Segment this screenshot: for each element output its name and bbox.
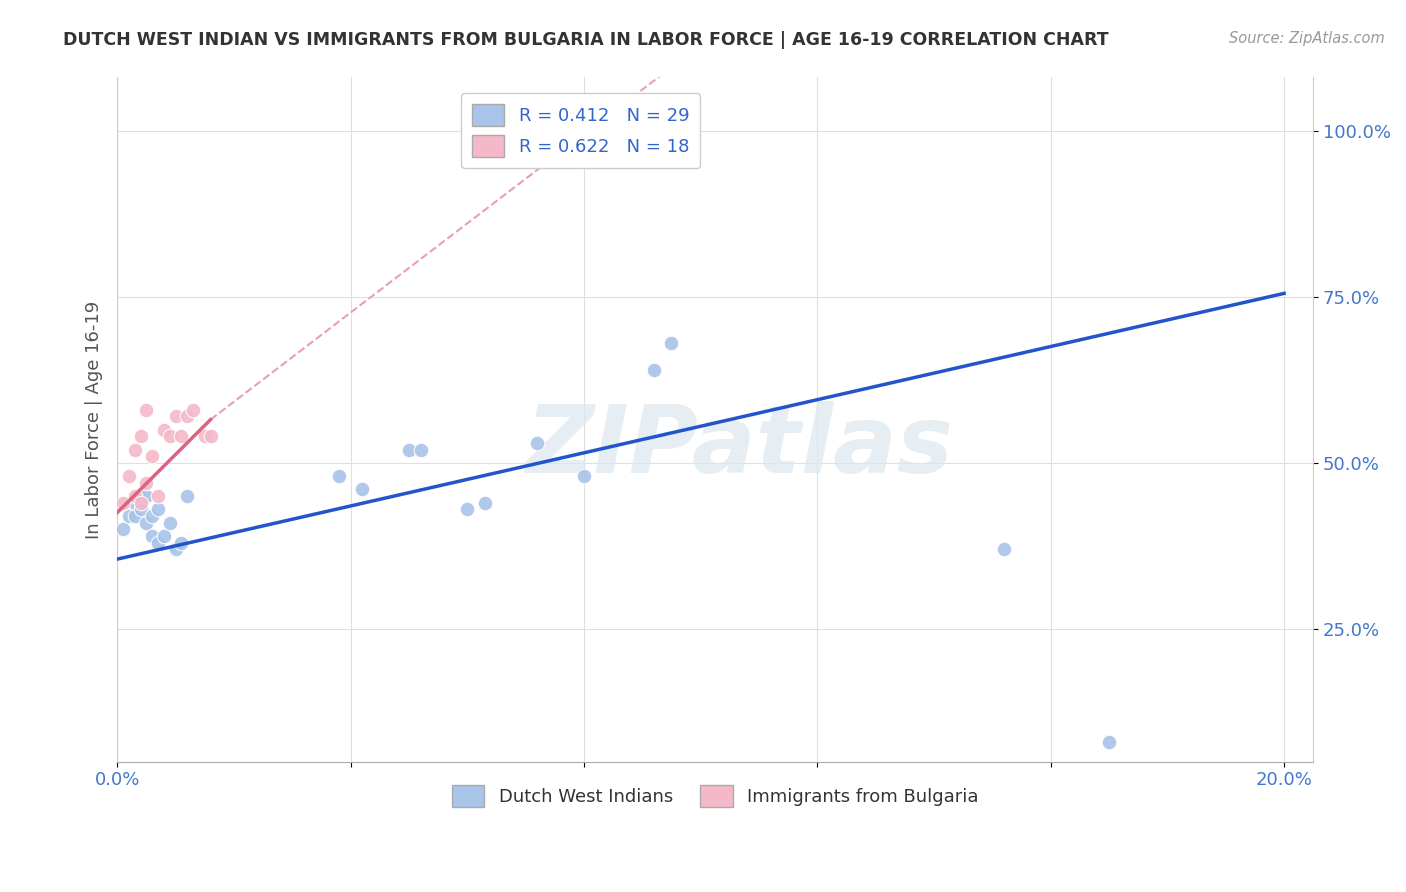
Point <box>200 429 222 443</box>
Point <box>1098 735 1121 749</box>
Point <box>170 429 193 443</box>
Point <box>146 535 169 549</box>
Text: DUTCH WEST INDIAN VS IMMIGRANTS FROM BULGARIA IN LABOR FORCE | AGE 16-19 CORRELA: DUTCH WEST INDIAN VS IMMIGRANTS FROM BUL… <box>63 31 1109 49</box>
Point <box>135 402 157 417</box>
Point <box>352 483 374 497</box>
Point <box>153 529 176 543</box>
Point <box>129 429 152 443</box>
Point <box>474 496 496 510</box>
Point <box>159 429 181 443</box>
Point <box>661 336 683 351</box>
Point <box>124 496 146 510</box>
Point <box>526 435 548 450</box>
Point <box>328 469 350 483</box>
Point <box>111 496 134 510</box>
Point <box>165 409 187 424</box>
Point <box>456 502 478 516</box>
Point <box>398 442 420 457</box>
Point <box>118 508 141 523</box>
Point <box>194 429 217 443</box>
Y-axis label: In Labor Force | Age 16-19: In Labor Force | Age 16-19 <box>86 301 103 539</box>
Text: Source: ZipAtlas.com: Source: ZipAtlas.com <box>1229 31 1385 46</box>
Point <box>643 363 665 377</box>
Point <box>141 449 163 463</box>
Point <box>111 522 134 536</box>
Point <box>124 508 146 523</box>
Point <box>176 489 198 503</box>
Point <box>129 489 152 503</box>
Point <box>159 516 181 530</box>
Point <box>176 409 198 424</box>
Point <box>141 529 163 543</box>
Point <box>124 442 146 457</box>
Point <box>135 516 157 530</box>
Point <box>181 402 204 417</box>
Legend: Dutch West Indians, Immigrants from Bulgaria: Dutch West Indians, Immigrants from Bulg… <box>444 778 986 814</box>
Point <box>124 489 146 503</box>
Point <box>165 542 187 557</box>
Point <box>153 423 176 437</box>
Point <box>135 475 157 490</box>
Point <box>141 508 163 523</box>
Point <box>118 469 141 483</box>
Point <box>146 489 169 503</box>
Point <box>572 469 595 483</box>
Point <box>129 502 152 516</box>
Point <box>170 535 193 549</box>
Point <box>409 442 432 457</box>
Point <box>129 496 152 510</box>
Text: ZIPatlas: ZIPatlas <box>524 401 953 493</box>
Point <box>993 542 1015 557</box>
Point <box>146 502 169 516</box>
Point <box>135 489 157 503</box>
